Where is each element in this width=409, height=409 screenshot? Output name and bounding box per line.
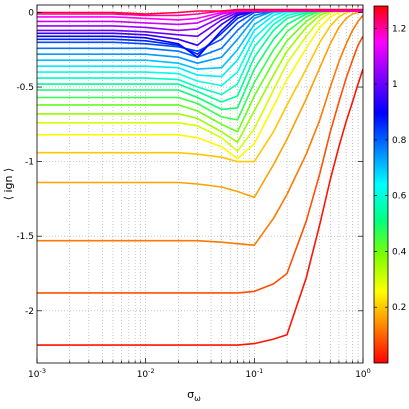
series-line <box>37 8 363 15</box>
colorbar-tick-label: 0.8 <box>392 136 407 146</box>
colorbar-tick-label: 0.6 <box>392 192 407 202</box>
x-axis-label-main: σ <box>187 388 194 401</box>
colorbar <box>373 5 389 364</box>
series-line <box>37 68 363 346</box>
x-tick-label: 10-1 <box>245 367 263 380</box>
x-axis-label: σω <box>187 388 201 403</box>
x-tick-label: 100 <box>355 367 371 380</box>
colorbar-tick-label: 0.2 <box>392 303 406 313</box>
y-tick-label: -1 <box>25 158 34 168</box>
x-tick-label: 10-2 <box>137 367 155 380</box>
colorbar-tick-label: 1.2 <box>392 24 406 34</box>
y-axis-ticks: 0 -0.5 -1 -1.5 -2 <box>16 8 363 317</box>
colorbar-tick-label: 0.4 <box>392 247 407 257</box>
x-tick-label: 10-3 <box>28 367 46 380</box>
series-line <box>37 10 363 163</box>
colorbar-tick-label: 1 <box>392 80 398 90</box>
plot-frame <box>36 4 364 364</box>
x-axis-label-subscript: ω <box>194 394 201 403</box>
series-line <box>37 35 363 294</box>
x-axis-ticks: 10-3 10-2 10-1 100 <box>28 5 371 380</box>
series-lines <box>37 8 363 346</box>
y-tick-label: -2 <box>25 307 34 317</box>
y-tick-label: 0 <box>28 8 34 18</box>
y-axis-label: ⟨ ign ⟩ <box>2 168 15 201</box>
series-line <box>37 14 363 246</box>
y-tick-label: -0.5 <box>16 83 34 93</box>
colorbar-ticks: 0.2 0.4 0.6 0.8 1 1.2 <box>374 24 407 313</box>
series-line <box>37 10 363 199</box>
y-tick-label: -1.5 <box>16 232 34 242</box>
series-line <box>37 10 363 17</box>
